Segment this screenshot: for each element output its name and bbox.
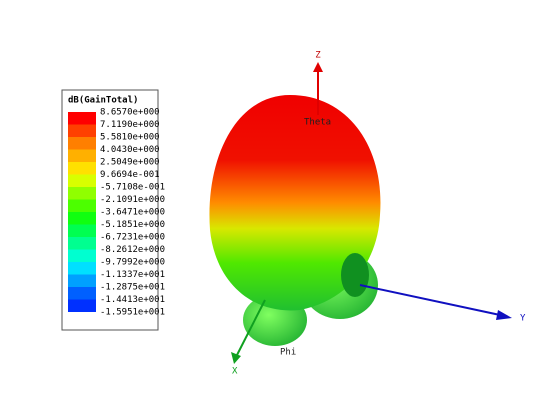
legend-swatch [68, 299, 96, 312]
legend-label: 9.6694e-001 [100, 170, 160, 180]
legend-label: -1.5951e+001 [100, 308, 165, 318]
legend-swatch [68, 112, 96, 125]
legend-label: -1.4413e+001 [100, 295, 165, 305]
legend-label: 2.5049e+000 [100, 158, 160, 168]
legend-swatch [68, 199, 96, 212]
legend-label: 8.6570e+000 [100, 108, 160, 118]
y-arrow [496, 310, 512, 320]
legend-label: 5.5810e+000 [100, 133, 160, 143]
legend-label: -9.7992e+000 [100, 258, 165, 268]
legend-label: 4.0430e+000 [100, 145, 160, 155]
z-arrow [313, 62, 323, 72]
legend-label: -5.1851e+000 [100, 220, 165, 230]
legend-swatch [68, 187, 96, 200]
legend-label: -6.7231e+000 [100, 233, 165, 243]
legend-label: -2.1091e+000 [100, 195, 165, 205]
legend-swatch [68, 249, 96, 262]
x-axis [236, 299, 266, 356]
legend-swatch [68, 224, 96, 237]
legend-title: dB(GainTotal) [68, 95, 138, 106]
legend-swatch [68, 274, 96, 287]
legend-label: -3.6471e+000 [100, 208, 165, 218]
legend-label: -8.2612e+000 [100, 245, 165, 255]
legend-swatch [68, 237, 96, 250]
pattern [209, 95, 381, 346]
legend-label: -5.7108e-001 [100, 183, 165, 193]
legend-label: -1.1337e+001 [100, 270, 165, 280]
legend-swatch [68, 287, 96, 300]
legend-swatch [68, 149, 96, 162]
x-arrow [231, 352, 241, 364]
y-axis [359, 284, 501, 316]
legend-swatch [68, 162, 96, 175]
y-label: Y [520, 314, 526, 324]
legend-swatch [68, 262, 96, 275]
lobe-hole [341, 253, 369, 297]
x-label: X [232, 367, 238, 377]
legend-swatch [68, 137, 96, 150]
legend-swatch [68, 212, 96, 225]
phi-label: Phi [280, 348, 296, 358]
legend: dB(GainTotal) 8.6570e+000 7.1190e+000 5.58… [61, 89, 165, 331]
legend-swatch [68, 174, 96, 187]
legend-label: -1.2875e+001 [100, 283, 165, 293]
legend-swatch [68, 124, 96, 137]
pattern-body [209, 95, 381, 311]
z-label: Z [315, 51, 321, 61]
axes: Z Y X Theta Phi [231, 51, 526, 377]
theta-label: Theta [304, 118, 331, 128]
legend-label: 7.1190e+000 [100, 120, 160, 130]
